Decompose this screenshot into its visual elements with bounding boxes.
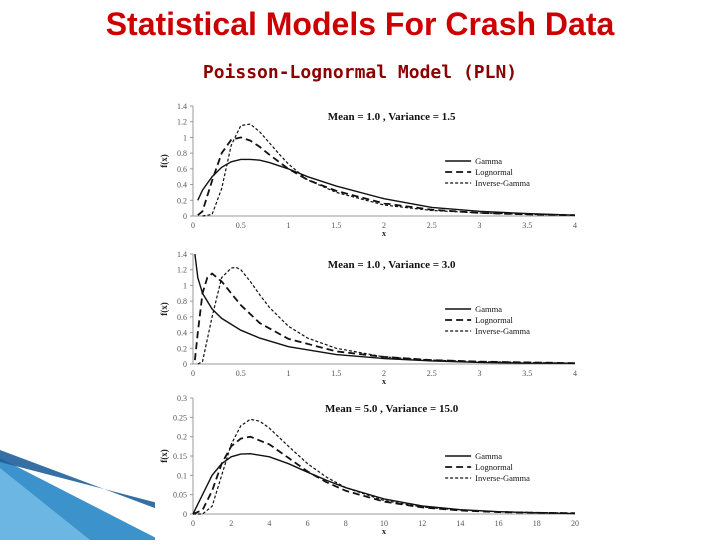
- x-tick-label: 0.5: [236, 369, 246, 378]
- x-tick-label: 14: [456, 519, 464, 528]
- chart-title: Mean = 5.0 , Variance = 15.0: [325, 403, 459, 415]
- x-axis-label: x: [382, 377, 386, 386]
- chart-3: 0 0.05 0.1 0.15 0.2 0.25 0.3 0 2 4 6 8 10 12 14 16 18 20 x…: [159, 394, 579, 536]
- series-line-inverse-gamma: [202, 123, 576, 217]
- y-axis-label: f(x): [159, 302, 169, 316]
- x-tick-label: 1.5: [331, 369, 341, 378]
- series-line-lognormal: [194, 272, 576, 365]
- x-tick-label: 0: [191, 519, 195, 528]
- y-tick-label: 0.1: [177, 471, 187, 480]
- y-axis-label: f(x): [159, 449, 169, 463]
- legend-label-lognormal: Lognormal: [475, 167, 513, 177]
- series-line-gamma: [192, 452, 576, 515]
- x-tick-label: 1: [287, 221, 291, 230]
- series-line-gamma: [197, 158, 576, 216]
- series-line-inverse-gamma: [193, 418, 576, 515]
- x-tick-label: 10: [380, 519, 388, 528]
- legend-label-lognormal: Lognormal: [475, 462, 513, 472]
- x-tick-label: 3: [478, 369, 482, 378]
- x-tick-label: 4: [267, 519, 271, 528]
- y-tick-label: 0: [183, 360, 187, 369]
- x-tick-label: 8: [344, 519, 348, 528]
- page-subtitle: Poisson-Lognormal Model (PLN): [202, 62, 518, 83]
- x-axis-label: x: [382, 229, 386, 238]
- y-tick-label: 0.05: [173, 491, 187, 500]
- chart-title: Mean = 1.0 , Variance = 3.0: [328, 259, 456, 271]
- page-title: Statistical Models For Crash Data: [105, 6, 615, 42]
- chart-title: Mean = 1.0 , Variance = 1.5: [328, 111, 456, 123]
- legend-label-gamma: Gamma: [475, 156, 502, 166]
- x-tick-label: 1: [287, 369, 291, 378]
- x-tick-label: 18: [533, 519, 541, 528]
- legend-label-lognormal: Lognormal: [475, 315, 513, 325]
- y-tick-label: 0.8: [177, 297, 187, 306]
- x-tick-label: 1.5: [331, 221, 341, 230]
- series-line-lognormal: [197, 136, 576, 217]
- x-tick-label: 4: [573, 221, 577, 230]
- x-tick-label: 3.5: [522, 221, 532, 230]
- legend-label-inverse-gamma: Inverse-Gamma: [475, 473, 530, 483]
- y-tick-label: 0.4: [177, 181, 187, 190]
- legend-label-inverse-gamma: Inverse-Gamma: [475, 178, 530, 188]
- y-tick-label: 0.2: [177, 433, 187, 442]
- legend-label-gamma: Gamma: [475, 304, 502, 314]
- y-tick-label: 0.2: [177, 196, 187, 205]
- x-tick-label: 12: [418, 519, 426, 528]
- y-tick-label: 1: [183, 133, 187, 142]
- legend-label-inverse-gamma: Inverse-Gamma: [475, 326, 530, 336]
- y-axis-label: f(x): [159, 154, 169, 168]
- chart-2: 0 0.2 0.4 0.6 0.8 1 1.2 1.4 0 0.5 1 1.5 2 2.5 3 3.5 4 x f(…: [159, 250, 577, 386]
- x-tick-label: 20: [571, 519, 579, 528]
- y-tick-label: 0: [183, 510, 187, 519]
- y-tick-label: 0.3: [177, 394, 187, 403]
- x-tick-label: 3.5: [522, 369, 532, 378]
- figure-svg: 0 0.2 0.4 0.6 0.8 1 1.2 1.4 0 0.5 1 1.5 2 2.5 3 3.5 4 x f(…: [159, 102, 579, 536]
- y-tick-label: 0.2: [177, 344, 187, 353]
- y-tick-label: 1.2: [177, 266, 187, 275]
- series-line-inverse-gamma: [197, 266, 576, 365]
- x-tick-label: 0.5: [236, 221, 246, 230]
- y-tick-label: 0.25: [173, 413, 187, 422]
- x-tick-label: 4: [573, 369, 577, 378]
- y-tick-label: 0.4: [177, 329, 187, 338]
- x-tick-label: 6: [306, 519, 310, 528]
- x-tick-label: 0: [191, 221, 195, 230]
- x-tick-label: 2: [382, 221, 386, 230]
- x-axis-label: x: [382, 527, 386, 536]
- decorative-swoosh: [0, 450, 300, 540]
- y-tick-label: 1.4: [177, 102, 187, 111]
- y-tick-label: 0: [183, 212, 187, 221]
- y-tick-label: 1.4: [177, 250, 187, 259]
- x-tick-label: 3: [478, 221, 482, 230]
- legend-label-gamma: Gamma: [475, 451, 502, 461]
- y-tick-label: 1.2: [177, 118, 187, 127]
- x-tick-label: 0: [191, 369, 195, 378]
- x-tick-label: 2.5: [427, 221, 437, 230]
- y-tick-label: 0.6: [177, 313, 187, 322]
- x-tick-label: 2.5: [427, 369, 437, 378]
- x-tick-label: 16: [495, 519, 503, 528]
- y-tick-label: 0.8: [177, 149, 187, 158]
- x-tick-label: 2: [382, 369, 386, 378]
- y-tick-label: 1: [183, 281, 187, 290]
- chart-1: 0 0.2 0.4 0.6 0.8 1 1.2 1.4 0 0.5 1 1.5 2 2.5 3 3.5 4 x f(…: [159, 102, 577, 238]
- x-tick-label: 2: [229, 519, 233, 528]
- y-tick-label: 0.15: [173, 452, 187, 461]
- figure-panel: 0 0.2 0.4 0.6 0.8 1 1.2 1.4 0 0.5 1 1.5 2 2.5 3 3.5 4 x f(…: [155, 96, 585, 540]
- y-tick-label: 0.6: [177, 165, 187, 174]
